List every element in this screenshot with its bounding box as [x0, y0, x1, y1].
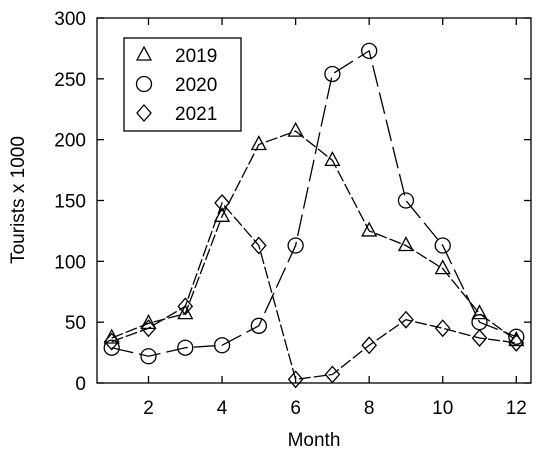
data-point-2019-4 [213, 206, 231, 222]
series-2019 [103, 121, 525, 347]
y-axis-label: Tourists x 1000 [8, 136, 29, 264]
data-point-2021-6 [287, 370, 304, 389]
series-line-2019 [111, 130, 517, 341]
plot-area [103, 42, 525, 389]
axes: 0 50 100 150 200 250 300 2 4 6 8 10 12 [54, 9, 532, 419]
data-point-2021-3 [177, 297, 194, 316]
y-tick-label: 50 [65, 313, 86, 334]
data-point-2020-1 [103, 339, 120, 356]
x-tick-label: 12 [506, 398, 527, 419]
data-point-2021-5 [250, 236, 267, 255]
data-point-2021-4 [214, 193, 230, 212]
data-point-2019-9 [397, 236, 415, 252]
y-tick-label: 100 [54, 252, 86, 273]
data-point-2020-8 [361, 42, 378, 59]
legend: 2019 2020 2021 [123, 37, 242, 132]
data-point-2021-2 [140, 319, 157, 338]
legend-marker-2019 [135, 45, 153, 61]
series-line-2021 [111, 201, 517, 381]
data-point-2021-12 [508, 333, 525, 352]
data-point-2019-8 [361, 221, 378, 237]
legend-label-2019: 2019 [175, 46, 217, 67]
x-tick-label: 4 [217, 398, 228, 419]
x-tick-label: 2 [143, 398, 154, 419]
data-point-2019-1 [103, 328, 120, 344]
series-2021 [103, 193, 525, 389]
data-point-2020-7 [324, 65, 341, 83]
legend-label-2021: 2021 [175, 104, 217, 125]
data-point-2020-12 [508, 328, 525, 345]
series-2020 [103, 42, 525, 365]
data-point-2021-11 [471, 328, 488, 347]
data-point-2019-6 [287, 121, 304, 137]
legend-box [123, 37, 242, 132]
data-point-2020-9 [397, 192, 415, 209]
y-tick-label: 150 [54, 192, 86, 213]
y-tick-label: 300 [54, 9, 86, 30]
data-point-2019-11 [471, 304, 488, 320]
data-point-2020-6 [287, 237, 304, 254]
data-point-2021-9 [398, 310, 414, 329]
x-axis-label: Month [288, 430, 341, 451]
legend-label-2020: 2020 [175, 75, 217, 96]
data-point-2021-1 [103, 332, 120, 351]
series-line-2020 [111, 49, 517, 357]
legend-marker-2020 [135, 75, 153, 93]
y-tick-label: 200 [54, 131, 86, 152]
data-point-2019-10 [434, 259, 451, 275]
x-tick-label: 10 [432, 398, 453, 419]
data-point-2021-8 [361, 336, 378, 355]
data-point-2020-4 [213, 337, 231, 354]
data-point-2019-5 [250, 135, 267, 151]
x-tick-label: 6 [290, 398, 301, 419]
data-point-2019-7 [324, 150, 341, 167]
legend-marker-2021 [136, 104, 152, 122]
y-tick-label: 0 [75, 374, 86, 395]
y-tick-label: 250 [54, 70, 86, 91]
data-point-2021-10 [434, 319, 451, 338]
data-point-2020-2 [140, 348, 157, 365]
data-point-2020-5 [250, 317, 267, 334]
data-point-2020-3 [177, 339, 194, 356]
data-point-2020-10 [434, 237, 451, 254]
data-point-2019-3 [177, 304, 194, 320]
x-tick-label: 8 [364, 398, 375, 419]
